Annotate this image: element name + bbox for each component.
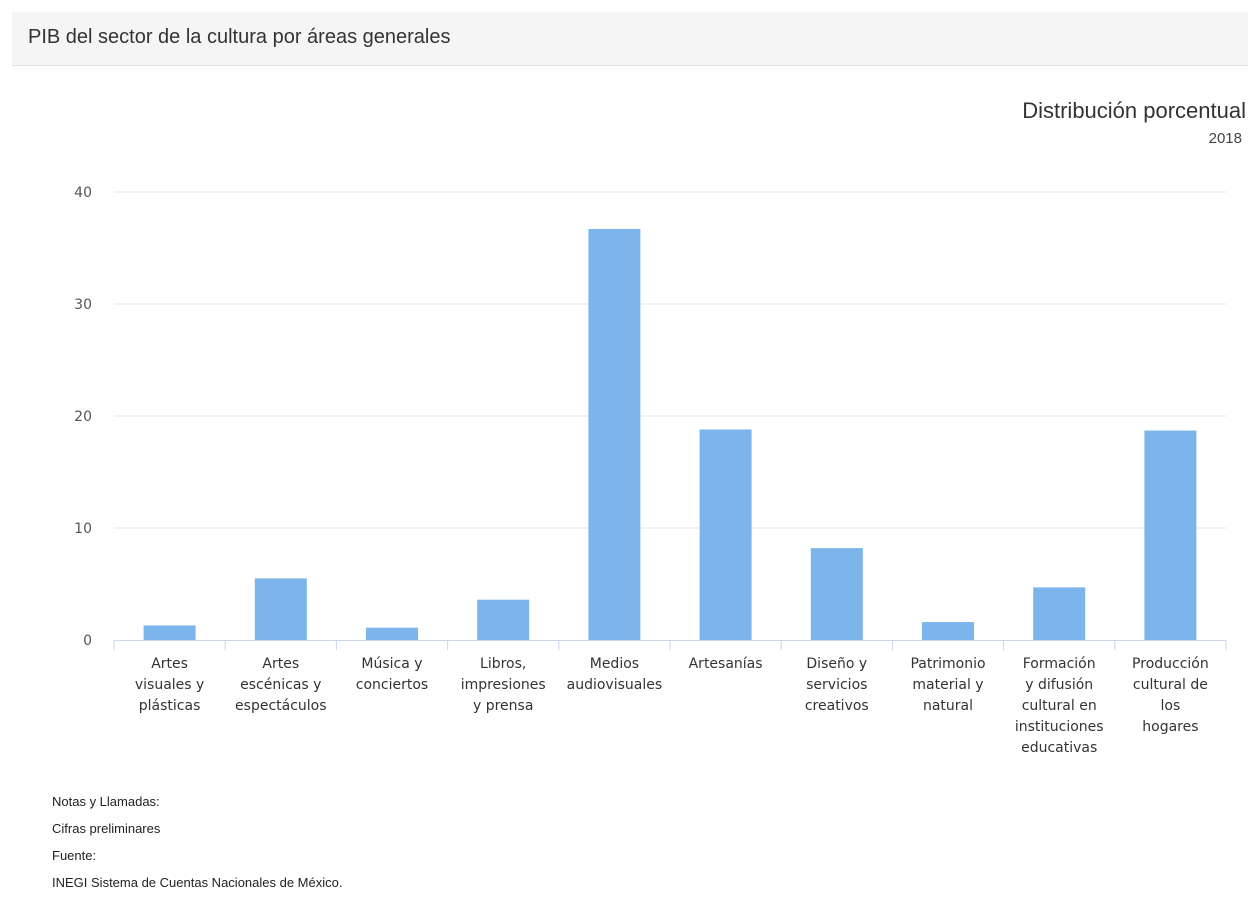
bar[interactable] [1033, 587, 1086, 640]
notes-text: Cifras preliminares [52, 821, 161, 836]
x-axis: Artes visuales y plásticas Artes escénicas y… [113, 640, 1227, 756]
bar[interactable] [254, 578, 307, 640]
category-label: Música y conciertos [356, 656, 428, 693]
bars [143, 228, 1197, 640]
category-label: Patrimonio material y natural [910, 656, 985, 714]
bar[interactable] [1144, 430, 1197, 640]
y-tick-label: 30 [74, 297, 92, 313]
bar[interactable] [366, 627, 418, 640]
bar[interactable] [922, 622, 974, 640]
panel-title: PIB del sector de la cultura por áreas g… [28, 26, 451, 48]
y-tick-label: 0 [83, 633, 92, 649]
y-tick-label: 10 [74, 521, 92, 537]
source-text: INEGI Sistema de Cuentas Nacionales de M… [52, 875, 343, 890]
category-label: Artesanías [689, 656, 763, 672]
y-axis: 0 10 20 30 40 [74, 185, 92, 649]
bar[interactable] [143, 625, 196, 640]
y-tick-label: 40 [74, 185, 92, 201]
bar-chart: 0 10 20 30 40 Artes visuales y plásticas Artes e… [74, 185, 1227, 756]
bar[interactable] [810, 548, 863, 640]
chart-subtitle: 2018 [1208, 130, 1242, 147]
grid-lines [114, 191, 1226, 529]
bar[interactable] [699, 429, 752, 640]
category-label: Formación y difusión cultural en institucio… [1015, 656, 1104, 756]
bar[interactable] [588, 228, 641, 640]
panel-header: PIB del sector de la cultura por áreas g… [12, 12, 1248, 66]
category-label: Artes escénicas y espectáculos [235, 656, 327, 714]
y-tick-label: 20 [74, 409, 92, 425]
notes-heading: Notas y Llamadas: [52, 794, 160, 809]
category-label: Medios audiovisuales [567, 656, 663, 693]
notes-section: Notas y Llamadas: Cifras preliminares Fu… [52, 788, 342, 896]
bar[interactable] [477, 599, 530, 640]
category-label: Producción cultural de los hogares [1132, 656, 1209, 735]
chart-title: Distribución porcentual [1022, 98, 1246, 123]
category-label: Diseño y servicios creativos [805, 656, 869, 714]
category-label: Artes visuales y plásticas [135, 656, 204, 714]
source-heading: Fuente: [52, 848, 97, 863]
category-label: Libros, impresiones y prensa [461, 656, 546, 714]
